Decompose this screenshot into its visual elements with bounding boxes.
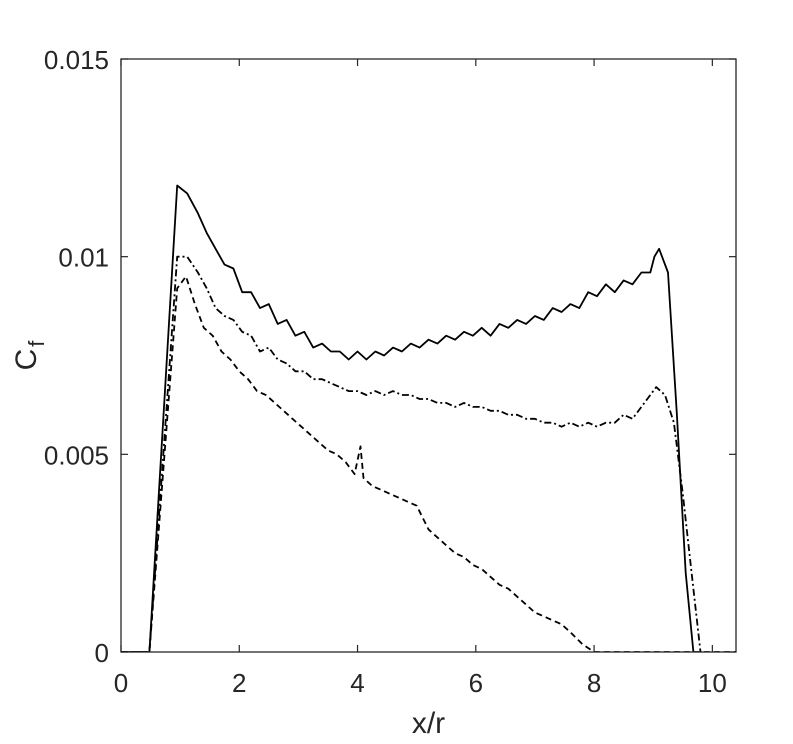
- tick-layer: [120, 58, 736, 653]
- y-tick-label: 0.01: [58, 243, 109, 273]
- tick-label-layer: 0 2 4 6 8 10 0 0.005 0.01 0.015: [44, 45, 727, 698]
- x-tick-label: 8: [587, 668, 601, 698]
- x-tick-label: 6: [469, 668, 483, 698]
- y-axis-title: Cf: [10, 340, 49, 371]
- y-tick-label: 0: [95, 638, 109, 668]
- series-layer: [121, 184, 736, 652]
- x-tick-label: 0: [114, 668, 128, 698]
- series-line-dashed: [121, 275, 736, 652]
- x-axis-title: x/r: [412, 707, 445, 740]
- series-line-dashdot: [121, 255, 702, 652]
- y-tick-label: 0.005: [44, 440, 109, 470]
- series-line-solid: [121, 184, 695, 652]
- y-axis-title-subscript: f: [24, 340, 49, 347]
- y-tick-label: 0.015: [44, 45, 109, 75]
- x-tick-label: 10: [698, 668, 727, 698]
- x-tick-label: 2: [232, 668, 246, 698]
- plot-area-frame: [120, 58, 737, 653]
- y-axis-title-main: C: [10, 349, 43, 371]
- x-tick-label: 4: [350, 668, 364, 698]
